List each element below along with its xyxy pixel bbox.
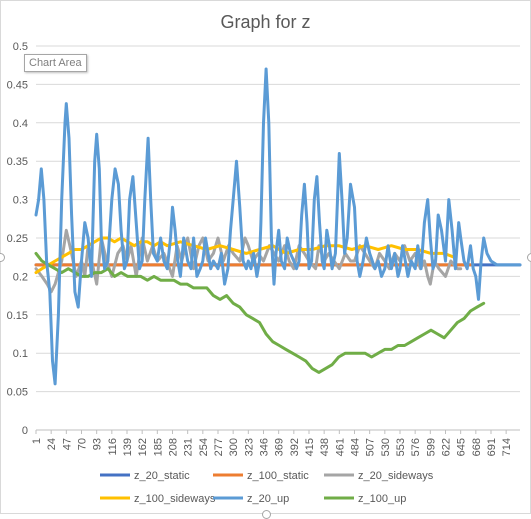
y-tick-label: 0.45 [7, 79, 28, 91]
x-tick-label: 254 [198, 438, 210, 456]
x-tick-label: 622 [440, 438, 452, 456]
x-tick-label: 24 [46, 438, 58, 450]
x-tick-label: 668 [471, 438, 483, 456]
resize-handle-right[interactable] [527, 253, 531, 262]
x-tick-label: 300 [228, 438, 240, 456]
y-tick-label: 0.25 [7, 233, 28, 245]
y-tick-label: 0.1 [13, 348, 28, 360]
x-tick-label: 70 [76, 438, 88, 450]
series-line-z_20_up[interactable] [34, 67, 522, 386]
x-tick-label: 507 [365, 438, 377, 456]
y-tick-label: 0.05 [7, 387, 28, 399]
x-tick-label: 139 [122, 438, 134, 456]
x-tick-label: 438 [319, 438, 331, 456]
y-tick-label: 0.35 [7, 156, 28, 168]
x-tick-label: 185 [152, 438, 164, 456]
y-tick-label: 0.15 [7, 310, 28, 322]
x-tick-label: 231 [183, 438, 195, 456]
series-lines [34, 67, 522, 386]
y-tick-label: 0.4 [13, 118, 28, 130]
x-tick-label: 484 [349, 438, 361, 456]
x-tick-label: 392 [289, 438, 301, 456]
resize-handle-left[interactable] [0, 253, 5, 262]
legend-label: z_20_static [134, 470, 190, 482]
x-tick-label: 599 [425, 438, 437, 456]
legend-label: z_100_static [247, 470, 309, 482]
x-tick-label: 645 [456, 438, 468, 456]
x-tick-label: 530 [380, 438, 392, 456]
resize-handle-bottom[interactable] [262, 510, 271, 519]
legend-label: z_20_sideways [358, 470, 434, 482]
x-tick-label: 323 [243, 438, 255, 456]
x-tick-label: 116 [107, 438, 119, 456]
x-tick-label: 553 [395, 438, 407, 456]
legend-label: z_20_up [247, 493, 289, 505]
y-axis-tick-labels: 0 0.05 0.1 0.15 0.2 0.25 0.3 0.35 0.4 0.45 0.5 [7, 41, 28, 437]
chart-title: Graph for z [220, 12, 311, 32]
legend-label: z_100_up [358, 493, 406, 505]
y-tick-label: 0.5 [13, 41, 28, 53]
x-tick-label: 162 [137, 438, 149, 456]
x-tick-label: 47 [61, 438, 73, 450]
x-tick-label: 415 [304, 438, 316, 456]
x-tick-label: 461 [334, 438, 346, 456]
x-tick-label: 369 [274, 438, 286, 456]
x-tick-label: 93 [92, 438, 104, 450]
chart-area-tooltip: Chart Area [24, 54, 87, 72]
x-tick-label: 277 [213, 438, 225, 456]
legend: z_20_static z_100_static z_20_sideways z_10… [100, 470, 434, 505]
y-tick-label: 0.2 [13, 271, 28, 283]
legend-label: z_100_sideways [134, 493, 216, 505]
x-tick-label: 576 [410, 438, 422, 456]
series-line-z_100_up[interactable] [34, 251, 486, 374]
x-tick-label: 714 [501, 438, 513, 456]
x-axis-tick-labels: 1 24 47 70 93 116 139 162 185 208 231 254 277 300 323 3… [31, 430, 513, 456]
x-tick-label: 691 [486, 438, 498, 456]
y-tick-label: 0 [22, 425, 28, 437]
x-tick-label: 208 [167, 438, 179, 456]
x-tick-label: 1 [31, 438, 43, 444]
y-tick-label: 0.3 [13, 195, 28, 207]
x-tick-label: 346 [258, 438, 270, 456]
gridlines [36, 45, 520, 431]
